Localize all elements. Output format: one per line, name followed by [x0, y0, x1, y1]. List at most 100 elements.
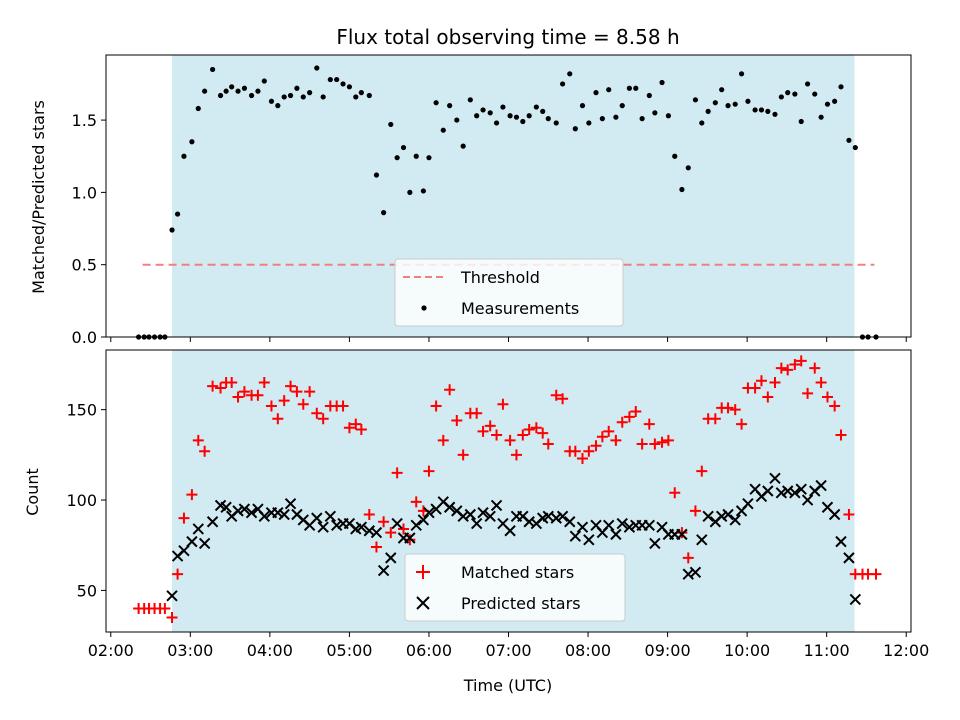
matched-point: [596, 431, 608, 443]
measurement-point: [824, 101, 831, 107]
measurement-point: [579, 103, 586, 109]
matched-point: [510, 449, 522, 461]
measurement-point: [474, 113, 480, 119]
matched-point: [755, 375, 767, 387]
measurement-point: [275, 103, 281, 109]
matched-point: [569, 445, 581, 457]
measurement-point: [366, 92, 372, 99]
measurement-point: [388, 121, 394, 128]
matched-point: [265, 400, 277, 412]
matched-point: [636, 438, 648, 450]
matched-point: [523, 424, 535, 436]
predicted-point: [504, 525, 516, 537]
matched-point: [385, 527, 397, 539]
measurement-point: [586, 120, 592, 126]
measurement-point: [440, 127, 446, 133]
matched-point: [291, 386, 303, 398]
predicted-point: [186, 535, 198, 548]
measurement-point: [229, 84, 235, 90]
x-tick-label: 11:00: [804, 641, 850, 660]
measurement-point: [320, 94, 326, 100]
measurement-point: [487, 110, 493, 116]
x-tick-label: 08:00: [565, 641, 611, 660]
predicted-point: [417, 514, 430, 526]
matched-point: [870, 568, 882, 580]
matched-point: [192, 434, 204, 446]
measurement-point: [712, 100, 718, 106]
matched-point: [215, 382, 227, 394]
x-tick-label: 09:00: [645, 641, 691, 660]
predicted-point: [696, 534, 708, 546]
matched-point: [297, 398, 309, 410]
predicted-point: [623, 521, 636, 533]
matched-point: [709, 413, 721, 425]
measurement-point: [500, 104, 506, 110]
matched-point: [491, 429, 503, 441]
predicted-point: [470, 517, 483, 530]
predicted-point: [377, 564, 390, 577]
predicted-point: [443, 501, 456, 513]
measurement-point: [613, 114, 619, 120]
matched-point: [749, 382, 761, 394]
matched-point: [821, 391, 833, 403]
measurement-point: [268, 98, 275, 104]
x-tick-label: 02:00: [88, 641, 134, 660]
measurement-point: [241, 85, 248, 91]
measurement-point: [852, 144, 858, 151]
predicted-point: [490, 499, 503, 512]
measurement-point: [699, 120, 705, 126]
matched-point: [410, 496, 422, 508]
measurement-point: [394, 155, 400, 161]
predicted-point: [192, 523, 204, 535]
matched-point: [789, 358, 801, 370]
y-tick-label: 1.0: [72, 183, 97, 202]
matched-point: [232, 391, 244, 403]
predicted-point: [232, 505, 244, 517]
matched-legend-label: Matched stars: [461, 563, 574, 582]
predicted-point: [789, 487, 801, 499]
matched-point: [676, 527, 688, 539]
matched-point: [610, 434, 622, 446]
matched-point: [207, 380, 219, 392]
matched-point: [423, 465, 435, 477]
predicted-point: [178, 544, 190, 557]
matched-point: [304, 386, 316, 398]
measurement-point: [261, 78, 267, 84]
measurement-point: [846, 137, 852, 143]
matched-point: [343, 422, 355, 434]
measurement-point: [812, 91, 818, 97]
matched-point: [238, 386, 250, 398]
x-tick-label: 06:00: [406, 641, 452, 660]
matched-point: [815, 377, 827, 389]
measurements-legend-swatch: [421, 305, 427, 311]
matched-point: [370, 541, 382, 553]
matched-point: [643, 418, 655, 430]
matched-point: [199, 445, 211, 457]
predicted-point: [423, 506, 435, 519]
matched-point: [736, 418, 748, 430]
matched-point: [159, 603, 171, 614]
matched-point: [363, 509, 375, 520]
measurement-point: [235, 88, 241, 94]
matched-point: [350, 418, 362, 430]
predicted-point: [404, 532, 416, 544]
predicted-point: [324, 510, 337, 523]
measurement-point: [646, 92, 652, 99]
predicted-point: [355, 521, 368, 533]
predicted-point: [715, 510, 728, 523]
predicted-point: [370, 526, 383, 539]
measurement-point: [545, 116, 551, 122]
predicted-point: [643, 519, 656, 532]
matched-point: [669, 487, 681, 499]
y-tick-label: 1.5: [72, 111, 97, 130]
measurement-point: [248, 92, 255, 99]
measurement-point: [732, 101, 738, 107]
bottom-panel-xlabel: Time (UTC): [463, 676, 552, 695]
matched-point: [729, 404, 741, 416]
bottom-legend-frame: [404, 553, 626, 622]
measurement-point: [447, 103, 453, 109]
measurement-point: [209, 66, 216, 73]
matched-legend-swatch: [416, 565, 430, 579]
predicted-point: [206, 516, 219, 528]
matched-point: [775, 362, 787, 374]
